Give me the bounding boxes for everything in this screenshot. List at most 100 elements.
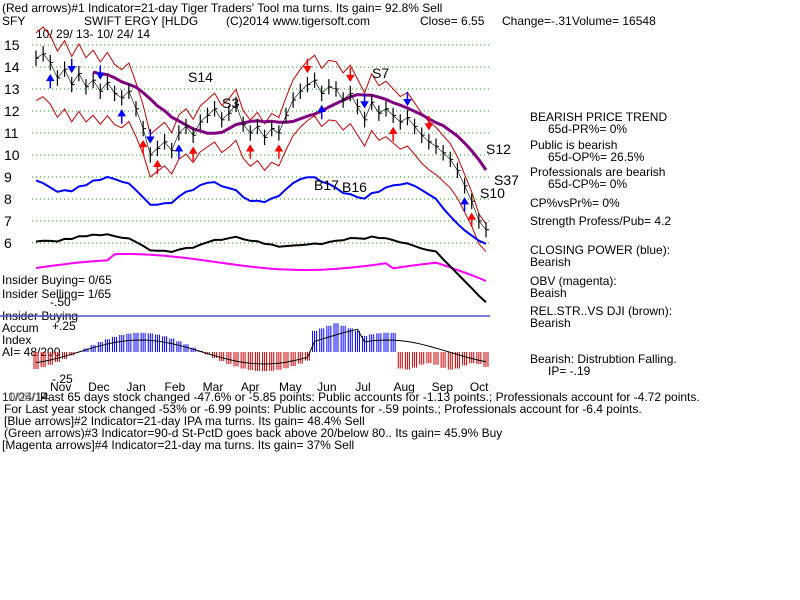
lower-band — [35, 96, 487, 252]
neg25-label: -.25 — [52, 372, 73, 386]
buy-arrow — [188, 146, 198, 161]
profs-status: Professionals are bearish — [530, 165, 665, 179]
company-name: SWIFT ERGY [HLDG — [84, 14, 198, 28]
public-status: Public is bearish — [530, 138, 617, 152]
month-label: Dec — [88, 380, 109, 394]
neg50-label: -.50 — [50, 295, 71, 309]
price-bars — [35, 46, 489, 238]
signal-label: S14 — [188, 69, 213, 85]
footer-line5: [Magenta arrows]#4 Indicator=21-day ma t… — [2, 438, 354, 452]
strength-value: Strength Profess/Pub= 4.2 — [530, 214, 671, 228]
footer-date-a: 10/24/14 — [2, 390, 49, 404]
footer-line2: For Last year stock changed -53% or -6.9… — [4, 402, 642, 416]
buy-arrow — [45, 73, 55, 89]
cp-value: 65d-CP%= 0% — [548, 177, 627, 191]
price-tick-label: 14 — [4, 59, 20, 75]
relstr-value: Bearish — [530, 316, 571, 330]
sell-arrow — [424, 116, 434, 131]
month-axis: Nov Dec Jan Feb Mar Apr May Jun Jul Aug Sep Oct — [50, 380, 489, 394]
month-label: May — [279, 380, 302, 394]
price-tick-label: 10 — [4, 147, 20, 163]
index-label: Index — [2, 333, 31, 347]
month-label: Feb — [165, 380, 186, 394]
price-tick-label: 15 — [4, 37, 20, 53]
ticker: SFY — [2, 14, 25, 28]
sell-arrow — [360, 94, 369, 109]
buy-arrow — [117, 109, 127, 124]
closing-power-value: Bearish — [530, 255, 571, 269]
close-value: Close= 6.55 — [420, 14, 485, 28]
buy-arrow — [174, 144, 184, 159]
cpvspr-value: CP%vsPr%= 0% — [530, 196, 620, 210]
relstr-line — [35, 233, 487, 304]
price-tick-label: 11 — [4, 125, 19, 141]
price-tick-label: 12 — [4, 103, 20, 119]
price-axis: 15 14 13 12 11 10 9 8 7 6 — [4, 37, 20, 251]
footer-line3: [Blue arrows]#2 Indicator=21-day IPA ma … — [4, 414, 365, 428]
sell-arrow — [403, 91, 412, 107]
obv-line — [35, 253, 487, 282]
sell-arrow — [145, 129, 155, 144]
buy-arrow — [317, 104, 327, 120]
volume-value: Volume= 16548 — [572, 14, 656, 28]
obv-title: OBV (magenta): — [530, 274, 617, 288]
month-label: Jun — [317, 380, 336, 394]
price-tick-label: 9 — [4, 169, 12, 185]
buy-arrow — [245, 144, 255, 159]
change-value: Change=-.31 — [502, 14, 572, 28]
insider-selling-count: Insider Selling= 1/65 — [2, 287, 111, 301]
pr-value: 65d-PR%= 0% — [548, 122, 627, 136]
signal-label: S10 — [480, 185, 505, 201]
closing-power-title: CLOSING POWER (blue): — [530, 243, 670, 257]
price-tick-label: 7 — [4, 213, 12, 229]
trend-title: BEARISH PRICE TREND — [530, 110, 667, 124]
pos25-label: +.25 — [52, 319, 76, 333]
accum-label: Accum — [2, 321, 39, 335]
buy-arrow — [460, 197, 469, 212]
sell-arrow — [95, 65, 105, 80]
ip-value: IP= -.19 — [548, 364, 591, 378]
ai-label: AI= 48/200 — [2, 345, 61, 359]
month-label: Nov — [50, 380, 71, 394]
closing-power-line — [35, 175, 487, 245]
price-tick-label: 13 — [4, 81, 20, 97]
month-label: Jul — [355, 380, 370, 394]
price-tick-label: 8 — [4, 191, 12, 207]
moving-average — [92, 70, 488, 171]
signal-label: S12 — [486, 141, 511, 157]
buy-arrow — [274, 144, 284, 159]
sell-arrow — [67, 58, 77, 74]
signal-label: B16 — [342, 179, 367, 195]
sell-arrow — [303, 58, 312, 74]
buy-arrow — [153, 159, 162, 175]
price-line — [35, 53, 487, 230]
price-tick-label: 6 — [4, 235, 12, 251]
footer-line4: (Green arrows)#3 Indicator=90-d St-PctD … — [4, 426, 502, 440]
indicator-lines — [35, 26, 488, 304]
accum-histogram — [33, 323, 489, 372]
sell-arrow — [345, 67, 355, 83]
signal-label: S7 — [372, 65, 389, 81]
header-line1: (Red arrows)#1 Indicator=21-day Tiger Tr… — [2, 1, 442, 15]
buy-arrow — [388, 126, 398, 142]
month-label: Aug — [394, 380, 415, 394]
month-label: Oct — [470, 380, 489, 394]
accum-ma-line — [35, 328, 487, 365]
buy-arrow — [138, 139, 148, 155]
signal-label: B17 — [314, 177, 339, 193]
footer-date-b: 11/05/14 — [2, 390, 48, 404]
insider-buying-count: Insider Buying= 0/65 — [2, 273, 112, 287]
month-label: Mar — [203, 380, 224, 394]
footer-line1: Past 65 days stock changed -47.6% or -5.… — [40, 390, 700, 404]
buy-arrow — [467, 212, 477, 227]
month-label: Jan — [126, 380, 145, 394]
signal-label: S37 — [494, 172, 519, 188]
month-label: Apr — [241, 380, 260, 394]
distribution-text: Bearish: Distrubtion Falling. — [530, 352, 677, 366]
month-label: Sep — [432, 380, 454, 394]
op-value: 65d-OP%= 26.5% — [548, 150, 645, 164]
upper-band — [35, 26, 487, 225]
signal-label: S3 — [222, 95, 239, 111]
copyright: (C)2014 www.tigersoft.com — [226, 14, 370, 28]
